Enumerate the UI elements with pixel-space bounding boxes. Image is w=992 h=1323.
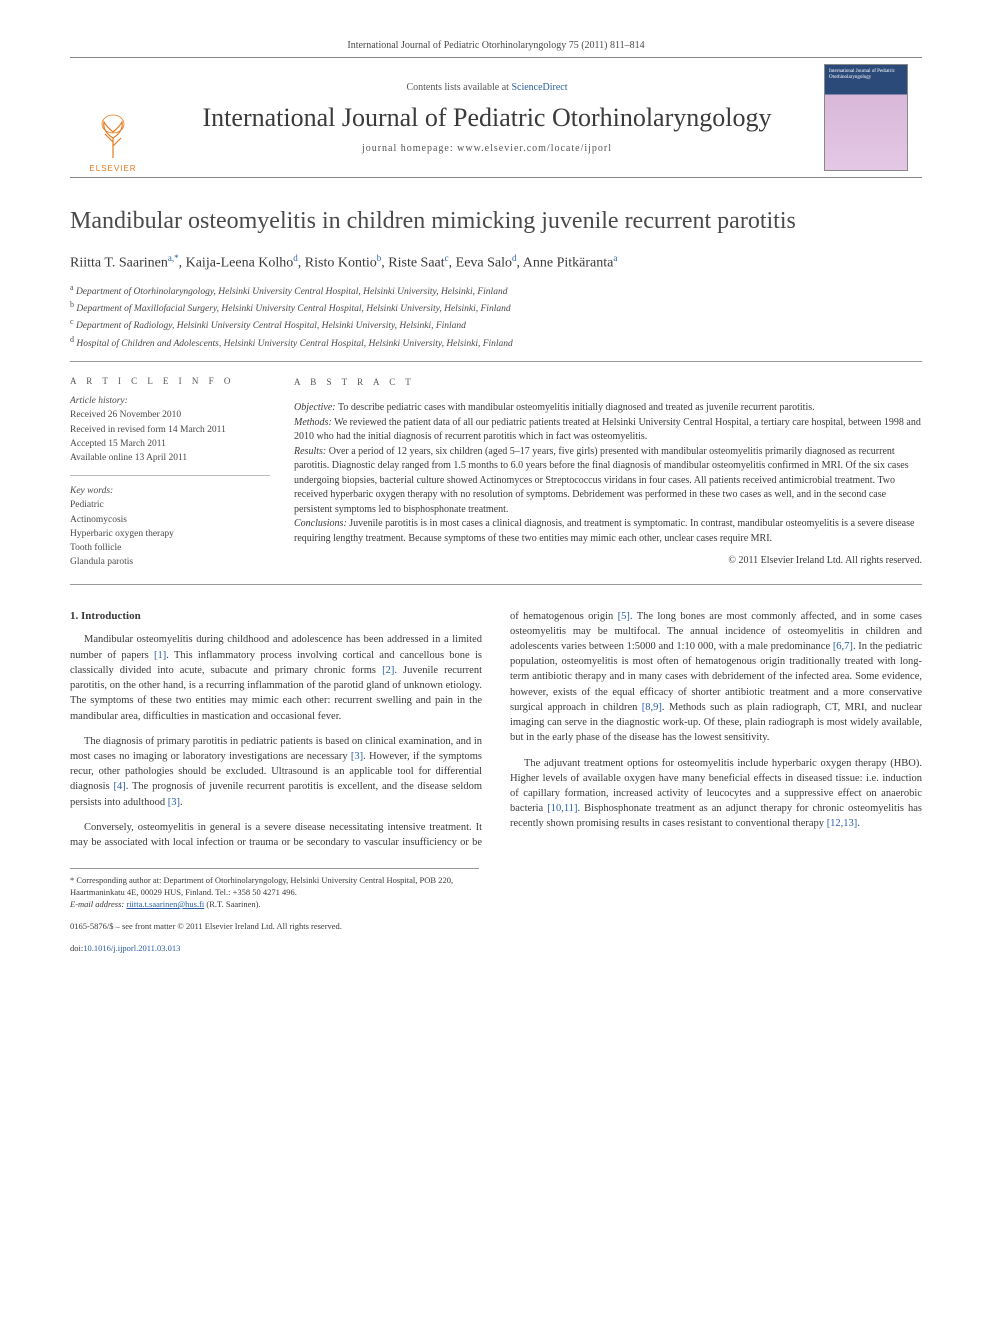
affiliation-text: Department of Maxillofacial Surgery, Hel… bbox=[76, 304, 510, 314]
abstract-column: A B S T R A C T Objective: To describe p… bbox=[294, 362, 922, 569]
doi-label: doi: bbox=[70, 943, 83, 953]
corr-email-link[interactable]: riitta.t.saarinen@hus.fi bbox=[126, 899, 204, 909]
affiliation-line: c Department of Radiology, Helsinki Univ… bbox=[70, 316, 922, 333]
contents-available-line: Contents lists available at ScienceDirec… bbox=[406, 82, 567, 93]
journal-cover-thumbnail: International Journal of Pediatric Otorh… bbox=[824, 64, 908, 171]
body-text: . bbox=[857, 818, 860, 829]
article-info-heading: A R T I C L E I N F O bbox=[70, 376, 270, 386]
contents-prefix: Contents lists available at bbox=[406, 82, 511, 93]
author-affref: a bbox=[613, 253, 617, 263]
article-title: Mandibular osteomyelitis in children mim… bbox=[70, 208, 922, 235]
abs-label: Objective: bbox=[294, 402, 336, 413]
abstract-objective: Objective: To describe pediatric cases w… bbox=[294, 401, 922, 416]
history-received: Received 26 November 2010 bbox=[70, 408, 270, 422]
corr-email-who: (R.T. Saarinen). bbox=[204, 899, 260, 909]
author-affref: c bbox=[445, 253, 449, 263]
corr-email-line: E-mail address: riitta.t.saarinen@hus.fi… bbox=[70, 899, 479, 911]
masthead-center: Contents lists available at ScienceDirec… bbox=[156, 58, 818, 177]
corr-line: * Corresponding author at: Department of… bbox=[70, 875, 479, 899]
keyword: Pediatric bbox=[70, 498, 270, 512]
history-online: Available online 13 April 2011 bbox=[70, 451, 270, 465]
history-revised: Received in revised form 14 March 2011 bbox=[70, 423, 270, 437]
keyword: Actinomycosis bbox=[70, 513, 270, 527]
elsevier-tree-icon bbox=[88, 112, 138, 162]
abs-text: To describe pediatric cases with mandibu… bbox=[336, 402, 815, 413]
publisher-block: ELSEVIER bbox=[70, 58, 156, 177]
abs-text: We reviewed the patient data of all our … bbox=[294, 417, 921, 443]
abs-label: Methods: bbox=[294, 417, 332, 428]
cover-thumbnail-block: International Journal of Pediatric Otorh… bbox=[818, 58, 922, 177]
citation-link[interactable]: [6,7] bbox=[833, 641, 853, 652]
keyword: Hyperbaric oxygen therapy bbox=[70, 527, 270, 541]
author-name: Riste Saat bbox=[388, 256, 444, 271]
author-name: Riitta T. Saarinen bbox=[70, 256, 168, 271]
abs-text: Juvenile parotitis is in most cases a cl… bbox=[294, 518, 914, 544]
abs-label: Conclusions: bbox=[294, 518, 347, 529]
abstract-copyright: © 2011 Elsevier Ireland Ltd. All rights … bbox=[294, 554, 922, 569]
keyword: Tooth follicle bbox=[70, 541, 270, 555]
body-text: . The prognosis of juvenile recurrent pa… bbox=[70, 781, 482, 807]
author-affref: b bbox=[377, 253, 382, 263]
affiliation-line: d Hospital of Children and Adolescents, … bbox=[70, 334, 922, 351]
cover-thumb-title: International Journal of Pediatric Otorh… bbox=[829, 69, 903, 80]
masthead: ELSEVIER Contents lists available at Sci… bbox=[70, 57, 922, 178]
citation-link[interactable]: [12,13] bbox=[827, 818, 858, 829]
journal-homepage-line: journal homepage: www.elsevier.com/locat… bbox=[362, 143, 612, 154]
body-text: . bbox=[180, 797, 183, 808]
author-name: Kaija-Leena Kolho bbox=[186, 256, 294, 271]
publisher-label: ELSEVIER bbox=[89, 164, 136, 173]
affiliation-line: a Department of Otorhinolaryngology, Hel… bbox=[70, 282, 922, 299]
abs-text: Over a period of 12 years, six children … bbox=[294, 446, 909, 515]
page-container: International Journal of Pediatric Otorh… bbox=[0, 0, 992, 1005]
citation-link[interactable]: [3] bbox=[168, 797, 180, 808]
author-affref: d bbox=[293, 253, 298, 263]
author-affref: d bbox=[512, 253, 517, 263]
affiliations-block: a Department of Otorhinolaryngology, Hel… bbox=[70, 282, 922, 352]
corresponding-author-footnote: * Corresponding author at: Department of… bbox=[70, 868, 479, 954]
keywords-label: Key words: bbox=[70, 486, 270, 496]
section-heading: 1. Introduction bbox=[70, 609, 482, 625]
doi-link[interactable]: 10.1016/j.ijporl.2011.03.013 bbox=[83, 943, 180, 953]
corr-star-icon: * bbox=[174, 253, 179, 263]
author-name: Risto Kontio bbox=[305, 256, 377, 271]
email-label: E-mail address: bbox=[70, 899, 126, 909]
body-paragraph: Mandibular osteomyelitis during childhoo… bbox=[70, 632, 482, 723]
history-block: Article history: Received 26 November 20… bbox=[70, 396, 270, 476]
abstract-heading: A B S T R A C T bbox=[294, 376, 922, 389]
keyword: Glandula parotis bbox=[70, 555, 270, 569]
citation-link[interactable]: [3] bbox=[351, 751, 363, 762]
affiliation-text: Hospital of Children and Adolescents, He… bbox=[76, 339, 512, 349]
history-label: Article history: bbox=[70, 396, 270, 406]
citation-link[interactable]: [5] bbox=[618, 611, 630, 622]
article-info-column: A R T I C L E I N F O Article history: R… bbox=[70, 362, 294, 569]
doi-line: doi:10.1016/j.ijporl.2011.03.013 bbox=[70, 943, 479, 955]
affiliation-line: b Department of Maxillofacial Surgery, H… bbox=[70, 299, 922, 316]
citation-link[interactable]: [1] bbox=[154, 650, 166, 661]
abstract-results: Results: Over a period of 12 years, six … bbox=[294, 445, 922, 518]
abs-label: Results: bbox=[294, 446, 326, 457]
author-name: Anne Pitkäranta bbox=[523, 256, 614, 271]
info-abstract-row: A R T I C L E I N F O Article history: R… bbox=[70, 362, 922, 584]
citation-link[interactable]: [10,11] bbox=[547, 803, 577, 814]
body-two-column: 1. Introduction Mandibular osteomyelitis… bbox=[70, 609, 922, 851]
issn-line: 0165-5876/$ – see front matter © 2011 El… bbox=[70, 921, 479, 933]
abstract-methods: Methods: We reviewed the patient data of… bbox=[294, 416, 922, 445]
keywords-block: Key words: Pediatric Actinomycosis Hyper… bbox=[70, 486, 270, 569]
sciencedirect-link[interactable]: ScienceDirect bbox=[511, 82, 567, 93]
citation-link[interactable]: [8,9] bbox=[642, 702, 662, 713]
affiliation-text: Department of Radiology, Helsinki Univer… bbox=[76, 322, 466, 332]
body-paragraph: The diagnosis of primary parotitis in pe… bbox=[70, 734, 482, 810]
corr-text: Corresponding author at: Department of O… bbox=[70, 875, 453, 897]
journal-title: International Journal of Pediatric Otorh… bbox=[203, 103, 772, 133]
authors-line: Riitta T. Saarinena,*, Kaija-Leena Kolho… bbox=[70, 253, 922, 272]
history-accepted: Accepted 15 March 2011 bbox=[70, 437, 270, 451]
abstract-conclusions: Conclusions: Juvenile parotitis is in mo… bbox=[294, 517, 922, 546]
author-name: Eeva Salo bbox=[456, 256, 512, 271]
citation-link[interactable]: [2] bbox=[382, 665, 394, 676]
running-head: International Journal of Pediatric Otorh… bbox=[70, 40, 922, 51]
affiliation-text: Department of Otorhinolaryngology, Helsi… bbox=[76, 287, 508, 297]
citation-link[interactable]: [4] bbox=[113, 781, 125, 792]
body-paragraph: The adjuvant treatment options for osteo… bbox=[510, 756, 922, 832]
